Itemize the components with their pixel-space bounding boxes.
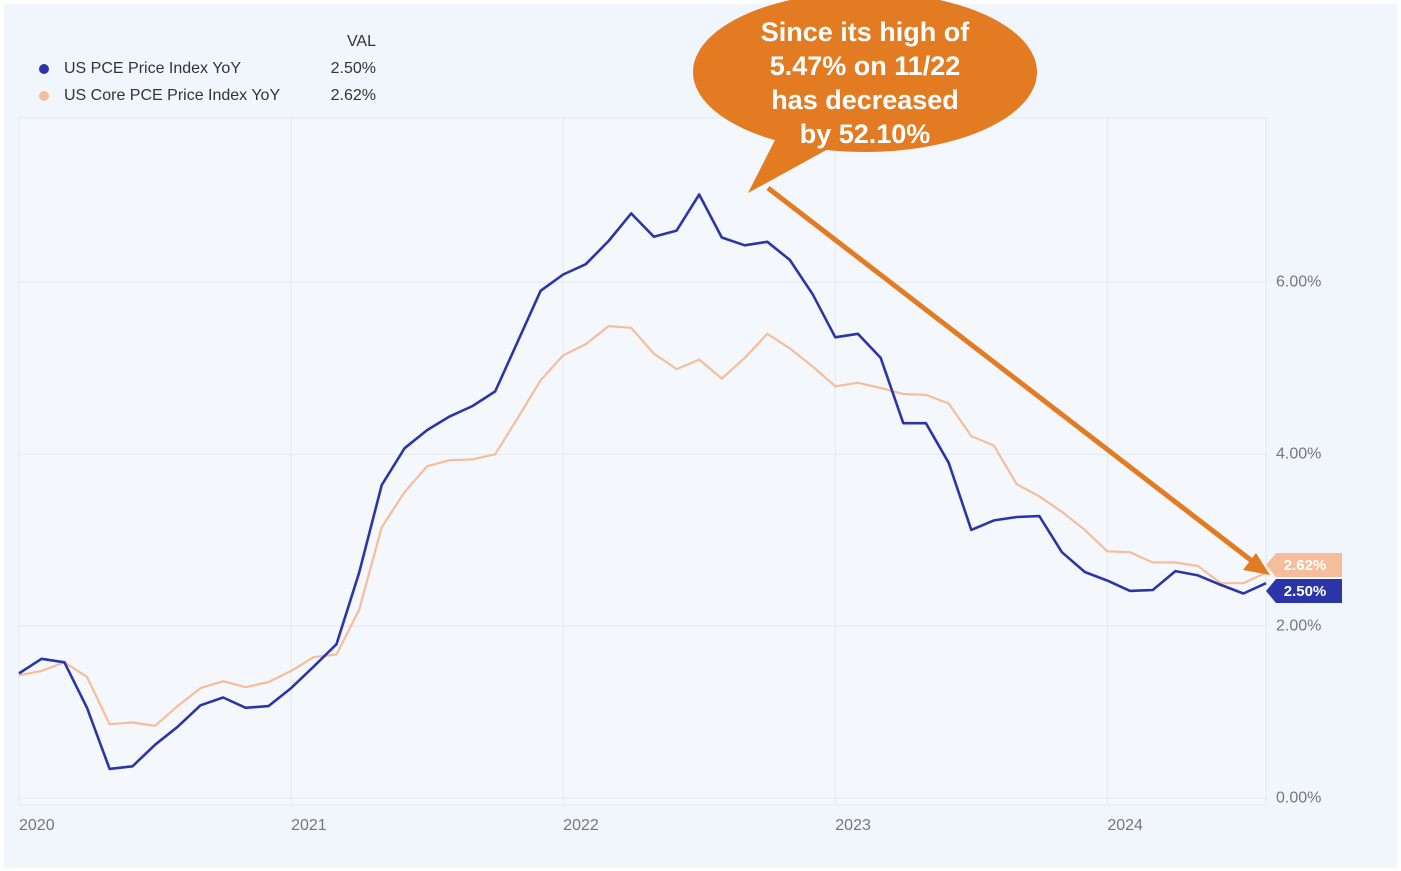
x-tick-label: 2021 bbox=[291, 817, 327, 834]
legend-value: 2.62% bbox=[331, 87, 376, 104]
legend-label: US Core PCE Price Index YoY bbox=[64, 87, 280, 104]
end-tag-label: 2.62% bbox=[1284, 557, 1327, 574]
grid: 0.00% 2.00% 4.00% 6.00% 2020 2021 2022 2023 2024 bbox=[18, 118, 1321, 834]
annotation-text: Since its high of bbox=[761, 17, 971, 47]
annotation-bubble bbox=[693, 0, 1037, 152]
legend-label: US PCE Price Index YoY bbox=[64, 60, 241, 77]
annotation-arrowhead bbox=[1243, 553, 1270, 575]
series-line bbox=[18, 325, 1267, 727]
y-tick-label: 4.00% bbox=[1276, 445, 1321, 462]
x-tick-label: 2023 bbox=[835, 817, 871, 834]
plot-area bbox=[18, 117, 1267, 806]
annotation-text: has decreased bbox=[771, 85, 959, 115]
x-tick-label: 2020 bbox=[19, 817, 55, 834]
annotation-text: 5.47% on 11/22 bbox=[770, 51, 961, 81]
legend-header: VAL bbox=[347, 33, 376, 50]
annotation-tail bbox=[748, 140, 830, 193]
x-tick-label: 2024 bbox=[1107, 817, 1143, 834]
y-tick-label: 2.00% bbox=[1276, 617, 1321, 634]
y-tick-label: 0.00% bbox=[1276, 789, 1321, 806]
x-tick-label: 2022 bbox=[563, 817, 599, 834]
y-tick-label: 6.00% bbox=[1276, 273, 1321, 290]
annotation-text: by 52.10% bbox=[800, 119, 931, 149]
legend-marker bbox=[39, 64, 49, 74]
overlay: US PCE Price Index YoY 2.50% US Core PCE P… bbox=[39, 0, 1342, 604]
legend-marker bbox=[39, 91, 49, 101]
annotation-arrow bbox=[766, 186, 1254, 563]
end-tag-label: 2.50% bbox=[1284, 583, 1327, 600]
legend-value: 2.50% bbox=[331, 60, 376, 77]
lines bbox=[18, 193, 1267, 771]
end-tag bbox=[1266, 553, 1342, 578]
end-tag bbox=[1266, 579, 1342, 604]
series-line bbox=[18, 193, 1267, 771]
